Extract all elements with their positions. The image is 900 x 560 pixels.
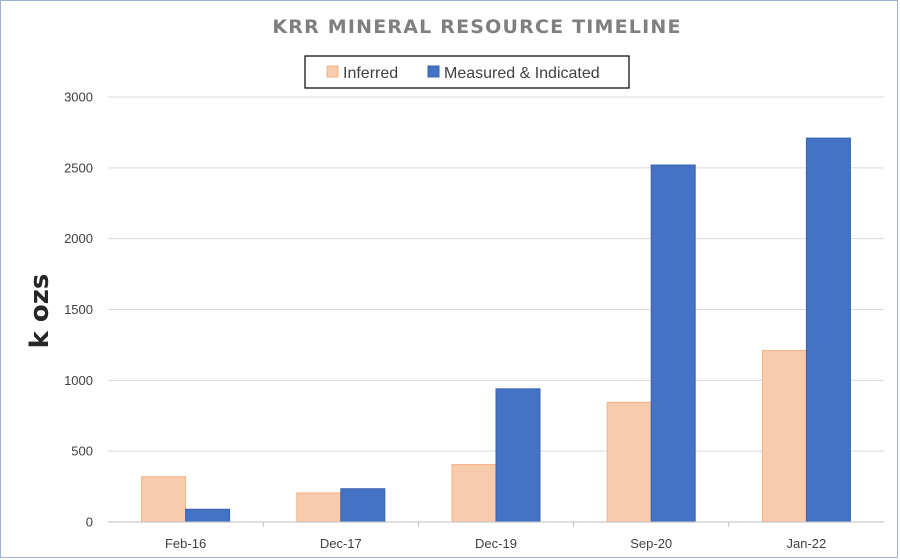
bar-inferred-dec-17 — [296, 492, 342, 523]
bars — [141, 137, 851, 523]
legend-swatch-measured-indicated — [427, 65, 440, 78]
x-tick-label-feb-16: Feb-16 — [165, 536, 206, 551]
y-axis-label: k ozs — [25, 274, 55, 349]
y-tick-label-0: 0 — [86, 515, 93, 530]
bar-measured-indicated-dec-19 — [495, 388, 541, 523]
bar-inferred-dec-19 — [451, 464, 497, 523]
bar-measured-indicated-jan-22 — [805, 137, 851, 523]
legend-swatch-inferred — [326, 65, 339, 78]
y-tick-label-3000: 3000 — [64, 90, 93, 105]
y-tick-label-2000: 2000 — [64, 231, 93, 246]
bar-measured-indicated-dec-17 — [340, 488, 386, 523]
x-tick-label-dec-19: Dec-19 — [475, 536, 517, 551]
legend-label-measured-indicated: Measured & Indicated — [444, 65, 600, 82]
x-tick-label-sep-20: Sep-20 — [630, 536, 672, 551]
bar-inferred-jan-22 — [761, 350, 807, 523]
y-tick-label-500: 500 — [71, 444, 93, 459]
gridlines — [108, 96, 884, 452]
x-axis-ticks: Feb-16 Dec-17 Dec-19 Sep-20 Jan-22 — [165, 522, 826, 551]
y-axis-ticks: 0 500 1000 1500 2000 2500 3000 — [64, 90, 93, 530]
y-tick-label-1000: 1000 — [64, 373, 93, 388]
chart-title: KRR MINERAL RESOURCE TIMELINE — [272, 16, 681, 38]
y-tick-label-2500: 2500 — [64, 160, 93, 175]
legend-label-inferred: Inferred — [343, 65, 398, 82]
x-tick-label-dec-17: Dec-17 — [320, 536, 362, 551]
x-tick-label-jan-22: Jan-22 — [787, 536, 827, 551]
legend-box — [304, 55, 630, 89]
bar-inferred-sep-20 — [606, 401, 652, 523]
bar-measured-indicated-sep-20 — [650, 164, 696, 523]
y-tick-label-1500: 1500 — [64, 302, 93, 317]
legend: Inferred Measured & Indicated — [304, 55, 630, 89]
bar-measured-indicated-feb-16 — [185, 508, 231, 523]
bar-inferred-feb-16 — [141, 476, 187, 523]
